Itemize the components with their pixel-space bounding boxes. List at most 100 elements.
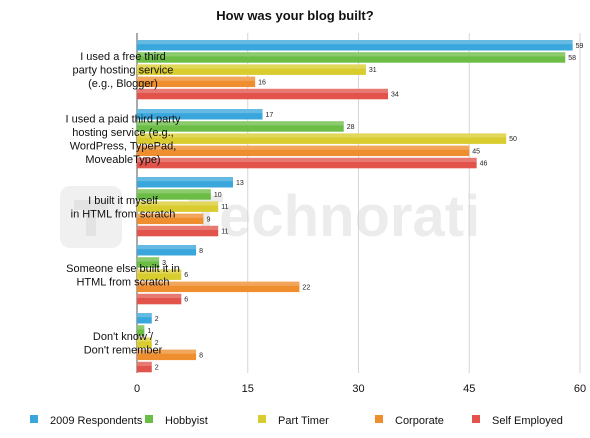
- bar: [137, 293, 182, 305]
- bar-highlight: [137, 133, 507, 138]
- data-label: 8: [199, 352, 203, 359]
- data-label: 13: [236, 180, 244, 187]
- bar: [137, 361, 152, 373]
- bar-highlight: [137, 52, 566, 57]
- bar: [137, 109, 263, 120]
- bar: [137, 76, 256, 88]
- bar-highlight: [137, 109, 263, 114]
- bar: [137, 157, 477, 169]
- bar: [137, 201, 219, 212]
- bar: [137, 40, 573, 51]
- legend-swatch: [145, 415, 153, 423]
- bar-highlight: [137, 201, 219, 206]
- bar-highlight: [137, 145, 470, 150]
- category-label: (e.g., Blogger): [88, 78, 158, 90]
- data-label: 8: [199, 248, 203, 255]
- category-label: MoveableType): [85, 154, 160, 166]
- legend-swatch: [472, 415, 480, 423]
- data-label: 6: [184, 272, 188, 279]
- x-tick-label: 60: [574, 383, 586, 395]
- bar: [137, 133, 507, 144]
- data-label: 46: [480, 161, 488, 168]
- bar-highlight: [137, 64, 366, 69]
- bars: [137, 40, 573, 373]
- category-label: WordPress, TypePad,: [70, 140, 177, 152]
- category-label: I built it myself: [88, 195, 159, 207]
- bar: [137, 189, 211, 200]
- bar: [137, 225, 219, 237]
- data-label: 11: [221, 229, 228, 236]
- data-label: 2: [155, 365, 159, 372]
- bar: [137, 349, 197, 361]
- bar-highlight: [137, 361, 152, 366]
- legend-swatch: [375, 415, 383, 423]
- category-label: HTML from scratch: [76, 276, 169, 288]
- x-axis-ticks: 0 15 30 45 60: [134, 383, 586, 395]
- data-label: 2: [155, 340, 159, 347]
- category-label: Someone else built it in: [66, 263, 180, 275]
- bar: [137, 121, 344, 132]
- data-label: 34: [391, 92, 399, 99]
- data-label: 58: [568, 55, 576, 62]
- bar: [137, 145, 470, 157]
- category-label: party hosting service: [73, 65, 174, 77]
- data-label: 59: [576, 43, 584, 50]
- x-tick-label: 0: [134, 383, 140, 395]
- legend-label: 2009 Respondents: [50, 415, 143, 427]
- bar-highlight: [137, 76, 256, 81]
- data-label: 16: [258, 79, 266, 86]
- bar-highlight: [137, 177, 233, 182]
- bar-highlight: [137, 40, 573, 45]
- data-label: 17: [266, 112, 274, 119]
- bar: [137, 269, 182, 280]
- bar-highlight: [137, 325, 145, 330]
- legend-label: Hobbyist: [165, 415, 208, 427]
- data-label: 11: [221, 204, 228, 211]
- category-label: I used a paid third party: [66, 113, 181, 125]
- legend-label: Self Employed: [492, 415, 563, 427]
- data-label: 28: [347, 124, 355, 131]
- bar: [137, 337, 152, 348]
- bar: [137, 88, 389, 100]
- bar: [137, 177, 233, 188]
- data-label: 6: [184, 297, 188, 304]
- bar: [137, 245, 197, 256]
- bar-highlight: [137, 157, 477, 162]
- legend: 2009 Respondents Hobbyist Part Timer Corpor…: [30, 415, 563, 427]
- bar-highlight: [137, 349, 197, 354]
- bar: [137, 64, 366, 75]
- legend-label: Corporate: [395, 415, 444, 427]
- bar: [137, 313, 152, 324]
- x-tick-label: 45: [463, 383, 475, 395]
- data-label: 9: [206, 216, 210, 223]
- bar-highlight: [137, 225, 219, 230]
- bar-highlight: [137, 121, 344, 126]
- watermark-text: Technorati: [188, 184, 480, 249]
- category-label: Don't remember: [84, 344, 163, 356]
- bar: [137, 213, 204, 225]
- data-label: 31: [369, 67, 377, 74]
- x-tick-label: 15: [242, 383, 254, 395]
- bar-highlight: [137, 269, 182, 274]
- data-label: 10: [214, 192, 222, 199]
- data-label: 45: [472, 148, 480, 155]
- bar-highlight: [137, 189, 211, 194]
- legend-swatch: [258, 415, 266, 423]
- chart-title: How was your blog built?: [216, 8, 374, 23]
- data-label: 22: [302, 284, 310, 291]
- category-label: in HTML from scratch: [71, 208, 176, 220]
- data-label: 2: [155, 316, 159, 323]
- legend-label: Part Timer: [278, 415, 329, 427]
- bar: [137, 281, 300, 293]
- data-label: 1: [147, 328, 151, 335]
- technorati-watermark: Technorati: [60, 184, 480, 249]
- bar-highlight: [137, 88, 389, 93]
- bar-highlight: [137, 257, 160, 262]
- legend-swatch: [30, 415, 38, 423]
- data-label: 50: [509, 136, 517, 143]
- x-tick-label: 30: [352, 383, 364, 395]
- category-labels: I used a free third party hosting service…: [66, 51, 181, 356]
- category-label: Don't know /: [93, 331, 154, 343]
- category-label: hosting service (e.g.,: [72, 127, 174, 139]
